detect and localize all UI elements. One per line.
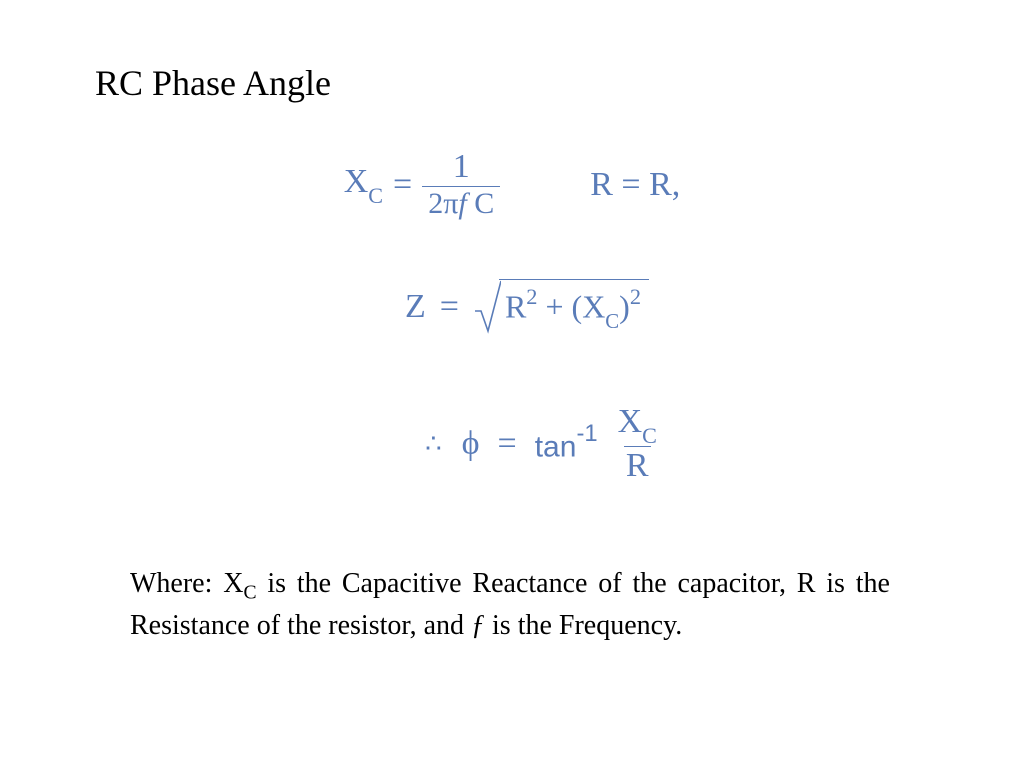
page-title: RC Phase Angle [95,62,331,104]
xc-squared: 2 [630,284,641,309]
phi-symbol: ϕ [462,425,480,463]
plus-xc: + (X [537,289,605,325]
equation-xc-and-r: XC = 1 2πf C R = R, [0,150,1024,219]
explanation-paragraph: Where: XC is the Capacitive Reactance of… [130,565,890,645]
equals: = [393,166,412,204]
xc-subscript: C [368,183,383,208]
r-term: R [505,289,526,325]
equation-phase-angle: ∴ ϕ = tan-1 XC R [30,405,1024,483]
z-symbol: Z [405,288,426,326]
where-text-1: Where: X [130,568,243,599]
where-xc-sub: C [243,583,256,604]
radicand: R2 + (XC)2 [499,279,649,335]
xc-sub: C [605,310,619,333]
tan-inverse-exp: -1 [576,420,597,447]
denom-f: f [458,187,466,220]
tan-label: tan [535,430,577,463]
xc-denominator: 2πf C [422,186,500,219]
num-x: X [618,403,643,440]
xc-fraction: 1 2πf C [422,150,500,219]
xc-over-r: XC R [616,405,659,483]
therefore-symbol: ∴ [425,429,444,459]
fraction-numerator: XC [616,405,659,446]
xc-numerator: 1 [447,150,476,186]
where-f-italic: ƒ [471,610,485,641]
fraction-denominator: R [624,446,651,483]
equals: = [440,288,459,326]
num-c-sub: C [642,423,657,448]
where-text-3: is the Frequency. [485,610,682,641]
equals: = [498,425,517,463]
equation-impedance: Z = R2 + (XC)2 [15,279,1024,335]
arctan: tan-1 [535,423,598,465]
close-paren: ) [619,289,630,325]
denom-2pi: 2π [428,187,458,220]
sqrt-expression: R2 + (XC)2 [473,279,649,335]
xc-symbol: X [344,163,369,200]
equation-xc: XC = 1 2πf C [344,150,501,219]
denom-c: C [467,187,495,220]
r-squared: 2 [526,284,537,309]
equation-r-equals-r: R = R, [590,166,680,204]
radical-icon [473,279,501,335]
equations-block: XC = 1 2πf C R = R, Z = R2 + (XC)2 ∴ [0,130,1024,483]
